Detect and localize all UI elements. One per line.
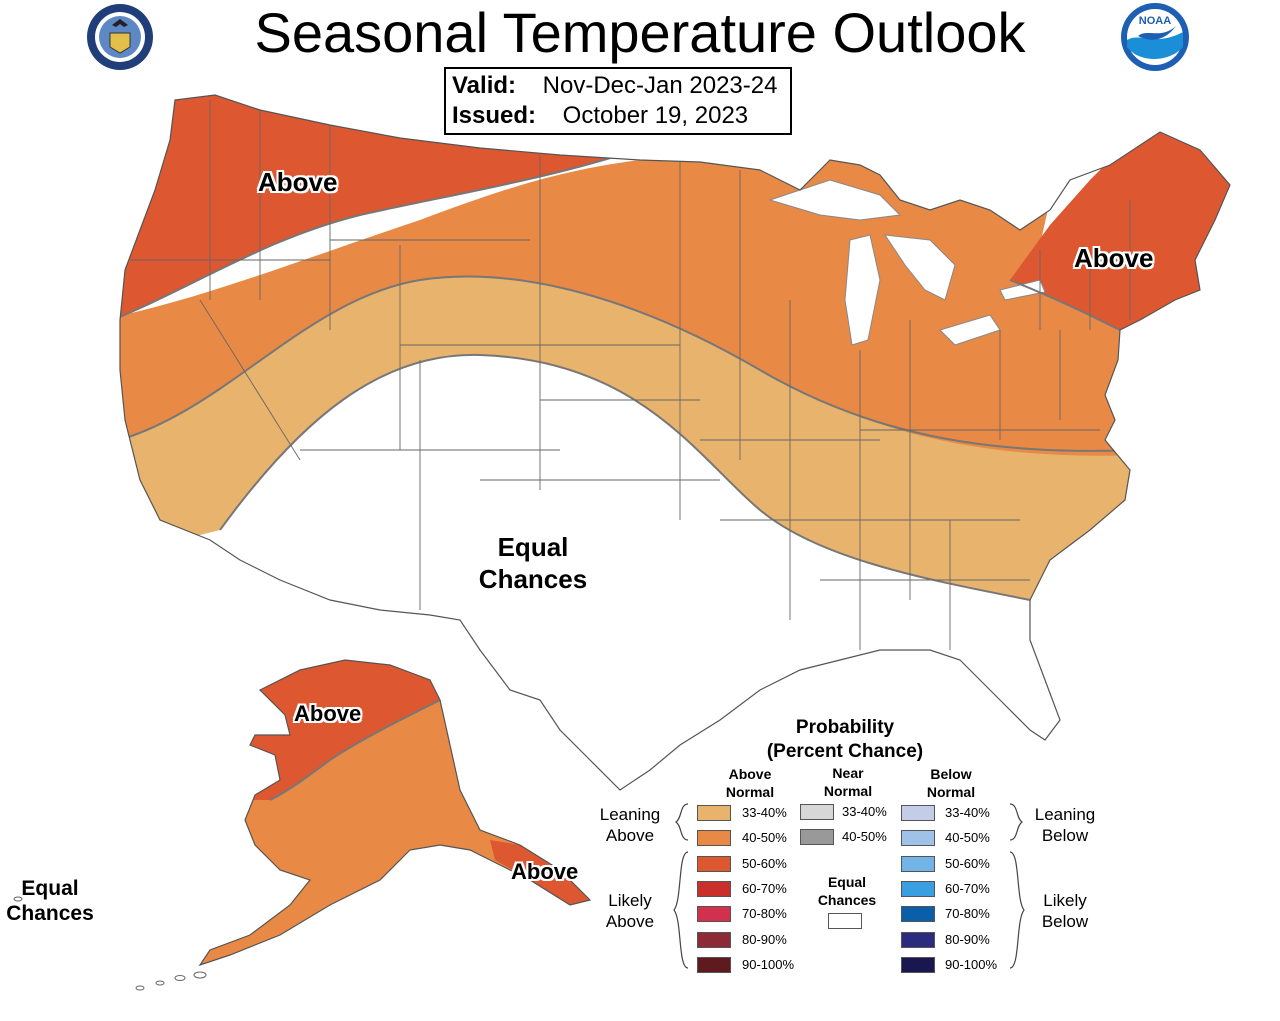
legend-head-above: Above Normal [712,765,788,801]
legend-above-label-4: 70-80% [742,906,787,922]
legend-leaning-above: Leaning Above [592,804,668,846]
legend-title: Probability (Percent Chance) [740,716,950,764]
legend-near-label-0: 33-40% [842,804,887,819]
commerce-seal-icon [86,3,154,71]
legend-equal-chances-swatch [828,913,862,929]
issued-value: October 19, 2023 [562,102,749,129]
legend-head-near-line2: Normal [823,783,873,799]
ec-center-line1: Equal [497,532,569,562]
legend-near-swatch-1 [800,829,834,846]
legend-above-swatch-3 [697,880,731,897]
legend-below-label-4: 70-80% [945,906,990,922]
issued-label: Issued: [452,102,537,129]
legend-below-swatch-4 [901,906,935,923]
legend-head-above-line1: Above [728,766,772,782]
likely-above-line1: Likely [608,891,652,910]
leaning-above-line2: Above [605,826,655,845]
legend-below-swatch-3 [901,880,935,897]
legend-head-below-line2: Normal [926,784,976,800]
legend-below-swatch-5 [901,931,935,948]
legend-above-swatch-0 [697,805,731,821]
legend-above-label-0: 33-40% [742,805,787,820]
legend-above-swatch-4 [697,906,731,923]
legend-left-braces [673,803,689,969]
legend-leaning-below: Leaning Below [1026,804,1104,846]
legend-below-label-6: 90-100% [945,956,998,972]
label-northwest: Above [258,167,338,197]
leaning-below-line1: Leaning [1034,805,1096,824]
legend-below-label-2: 50-60% [945,855,990,871]
legend-ec-line2: Chances [817,892,877,908]
legend-head-near-line1: Near [832,765,864,781]
legend-likely-below: Likely Below [1026,890,1104,932]
legend-title-line1: Probability [795,717,895,738]
leaning-below-line2: Below [1041,826,1089,845]
legend-title-line2: (Percent Chance) [766,741,924,762]
legend-near-swatch-0 [800,804,834,820]
legend-right-braces [1009,803,1025,969]
valid-label: Valid: [452,72,517,99]
legend-head-near: Near Normal [810,764,886,800]
ec-aleutian-line1: Equal [21,877,79,900]
likely-below-line2: Below [1041,912,1089,931]
legend-above-swatch-2 [697,855,731,872]
label-equal-chances-center: Equal Chances [458,531,608,595]
legend-above-swatch-5 [697,931,731,948]
legend-below-swatch-2 [901,855,935,872]
legend-above-swatch-1 [697,830,731,847]
legend-head-below: Below Normal [913,765,989,801]
legend-near-label-1: 40-50% [842,829,887,845]
label-alaska-southeast: Above [511,859,579,884]
legend-above-label-1: 40-50% [742,830,787,846]
likely-above-line2: Above [605,912,655,931]
legend-below-label-5: 80-90% [945,931,990,947]
legend-above-label-3: 60-70% [742,880,787,896]
likely-below-line1: Likely [1043,891,1087,910]
legend-equal-chances-label: Equal Chances [806,873,888,909]
page-title: Seasonal Temperature Outlook [254,1,1026,64]
legend-likely-above: Likely Above [592,890,668,932]
label-northeast: Above [1074,243,1154,273]
legend-below-swatch-1 [901,830,935,847]
label-alaska-north: Above [294,701,362,726]
label-equal-chances-aleutian: Equal Chances [0,876,100,926]
legend-above-swatch-6 [697,956,731,973]
legend-below-label-3: 60-70% [945,880,990,896]
legend-head-below-line1: Below [930,766,972,782]
legend-above-label-6: 90-100% [742,956,795,972]
legend-below-label-1: 40-50% [945,830,990,846]
leaning-above-line1: Leaning [599,805,661,824]
legend-below-swatch-0 [901,805,935,821]
ec-center-line2: Chances [478,564,588,594]
legend-above-label-5: 80-90% [742,931,787,947]
ec-aleutian-line2: Chances [6,902,94,925]
legend-below-swatch-6 [901,956,935,973]
noaa-logo-icon: NOAA [1120,2,1190,72]
legend-head-above-line2: Normal [725,784,775,800]
valid-value: Nov-Dec-Jan 2023-24 [542,72,778,99]
legend-ec-line1: Equal [827,874,867,890]
svg-text:NOAA: NOAA [1139,15,1171,27]
valid-issued-box: Valid: Nov-Dec-Jan 2023-24 Issued: Octob… [444,67,792,135]
legend-below-label-0: 33-40% [945,805,990,820]
legend-above-label-2: 50-60% [742,855,787,871]
